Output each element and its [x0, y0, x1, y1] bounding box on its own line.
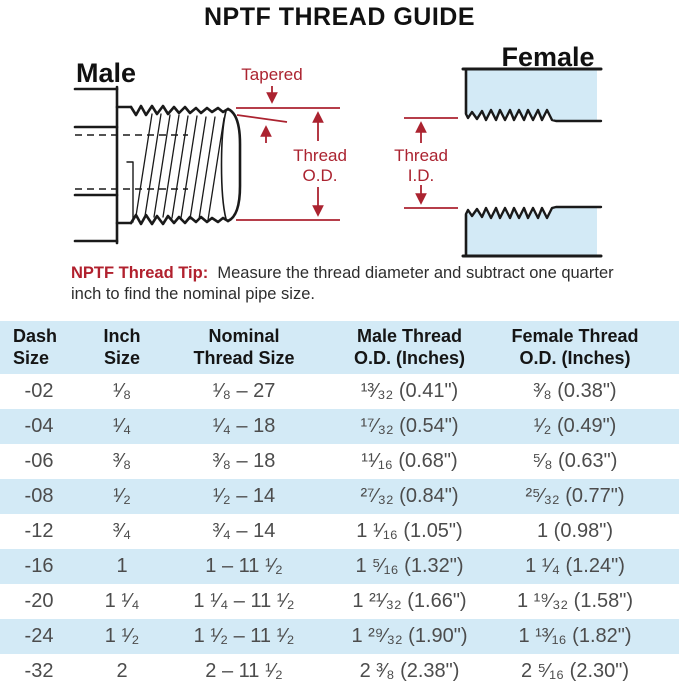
table-row: -20 1 ¹⁄₄ 1 ¹⁄₄ – 11 ¹⁄₂ 1 ²¹⁄₃₂ (1.66") 1 ¹…	[0, 584, 679, 619]
table-cell: 1	[78, 549, 166, 584]
table-row: -06 ³⁄₈ ³⁄₈ – 18 ¹¹⁄₁₆ (0.68") ⁵⁄₈ (0.63")	[0, 444, 679, 479]
table-cell: -20	[24, 590, 54, 612]
table-cell: ³⁄₄	[112, 520, 132, 542]
table-cell: ⁵⁄₈ (0.63")	[532, 450, 618, 472]
table-row: -24 1 ¹⁄₂ 1 ¹⁄₂ – 11 ¹⁄₂ 1 ²⁹⁄₃₂ (1.90") 1 ¹…	[0, 619, 679, 654]
table-cell: 1 ⁵⁄₁₆ (1.32")	[322, 549, 497, 584]
table-cell: 1 ²⁹⁄₃₂ (1.90")	[322, 619, 497, 654]
centerline-dashed	[75, 134, 188, 190]
female-section-label: Female	[501, 42, 595, 72]
table-cell: 1 (0.98")	[536, 520, 614, 542]
male-section-label: Male	[76, 58, 137, 88]
page-title: NPTF THREAD GUIDE	[204, 3, 475, 31]
table-cell: ¹⁄₄	[78, 409, 166, 444]
table-cell: 2 ⁵⁄₁₆ (2.30")	[520, 660, 630, 682]
table-cell: ³⁄₄ – 14	[212, 520, 276, 542]
thread-size-table: Dash Size Inch Size Nominal Thread Size …	[0, 321, 679, 689]
thread-od-label-line1: Thread	[293, 146, 347, 165]
table-cell: ¹⁄₂	[78, 479, 166, 514]
table-row: -32 2 2 – 11 ¹⁄₂ 2 ³⁄₈ (2.38") 2 ⁵⁄₁₆ (2.30"…	[0, 654, 679, 689]
table-cell: ¹⁄₄ – 18	[166, 409, 322, 444]
table-cell: ¹⁄₂ (0.49")	[497, 409, 679, 444]
table-cell: ²⁷⁄₃₂ (0.84")	[322, 479, 497, 514]
table-cell: 2	[116, 660, 128, 682]
table-cell: ¹⁄₈	[112, 380, 132, 402]
thread-diagram: Tapered Thread O.D. Thread I.D.	[73, 65, 603, 258]
thread-id-label-line1: Thread	[394, 146, 448, 165]
table-cell: 1 ¹⁄₄ – 11 ¹⁄₂	[193, 590, 295, 612]
male-fitting-drawing	[73, 85, 242, 245]
female-fitting-drawing	[461, 67, 603, 258]
table-cell: 2 ³⁄₈ (2.38")	[359, 660, 460, 682]
table-cell: ³⁄₈ (0.38")	[533, 380, 617, 402]
table-cell: ³⁄₈	[112, 450, 132, 472]
table-cell: -06	[24, 450, 54, 472]
table-cell: ¹¹⁄₁₆ (0.68")	[361, 450, 458, 472]
thread-id-label-line2: I.D.	[408, 166, 434, 185]
table-header-row: Dash Size Inch Size Nominal Thread Size …	[0, 321, 679, 374]
table-cell: 1 ¹⁄₄	[104, 590, 140, 612]
column-header-female-thread-od: Female Thread O.D. (Inches)	[497, 321, 679, 374]
table-cell: 2 – 11 ¹⁄₂	[205, 660, 283, 682]
table-row: -08 ¹⁄₂ ¹⁄₂ – 14 ²⁷⁄₃₂ (0.84") ²⁵⁄₃₂ (0.77")	[0, 479, 679, 514]
table-cell: -08	[0, 479, 78, 514]
table-cell: -32	[24, 660, 54, 682]
table-row: -02 ¹⁄₈ ¹⁄₈ – 27 ¹³⁄₃₂ (0.41") ³⁄₈ (0.38")	[0, 374, 679, 409]
taper-slant-line	[236, 114, 288, 123]
table-cell: 1 ²¹⁄₃₂ (1.66")	[352, 590, 467, 612]
table-cell: 1 ¹⁄₂ – 11 ¹⁄₂	[166, 619, 322, 654]
thread-tip: NPTF Thread Tip: Measure the thread diam…	[71, 263, 627, 305]
table-cell: ¹³⁄₃₂ (0.41")	[360, 380, 459, 402]
table-cell: ¹⁷⁄₃₂ (0.54")	[322, 409, 497, 444]
table-row: -04 ¹⁄₄ ¹⁄₄ – 18 ¹⁷⁄₃₂ (0.54") ¹⁄₂ (0.49")	[0, 409, 679, 444]
table-cell: -24	[0, 619, 78, 654]
column-header-inch-size: Inch Size	[78, 321, 166, 374]
table-cell: ²⁵⁄₃₂ (0.77")	[497, 479, 679, 514]
table-cell: 1 ¹³⁄₁₆ (1.82")	[497, 619, 679, 654]
thread-od-label-line2: O.D.	[303, 166, 338, 185]
tapered-label: Tapered	[241, 65, 302, 84]
table-cell: 1 – 11 ¹⁄₂	[166, 549, 322, 584]
table-cell: 1 ¹⁄₂	[78, 619, 166, 654]
table-cell: -02	[24, 380, 54, 402]
column-header-dash-size: Dash Size	[0, 321, 78, 374]
table-cell: 1 ¹⁄₄ (1.24")	[497, 549, 679, 584]
table-cell: -16	[0, 549, 78, 584]
tip-label: NPTF Thread Tip:	[71, 264, 209, 282]
column-header-male-thread-od: Male Thread O.D. (Inches)	[322, 321, 497, 374]
table-cell: 1 ¹⁄₁₆ (1.05")	[356, 520, 463, 542]
tip-text: Measure the thread diameter and subtract…	[71, 264, 614, 303]
table-cell: 1 ¹⁹⁄₃₂ (1.58")	[516, 590, 634, 612]
table-cell: ¹⁄₂ – 14	[166, 479, 322, 514]
table-cell: -04	[0, 409, 78, 444]
table-cell: ³⁄₈ – 18	[212, 450, 276, 472]
table-row: -12 ³⁄₄ ³⁄₄ – 14 1 ¹⁄₁₆ (1.05") 1 (0.98")	[0, 514, 679, 549]
table-body: -02 ¹⁄₈ ¹⁄₈ – 27 ¹³⁄₃₂ (0.41") ³⁄₈ (0.38") -0…	[0, 374, 679, 689]
table-row: -16 1 1 – 11 ¹⁄₂ 1 ⁵⁄₁₆ (1.32") 1 ¹⁄₄ (1.24"…	[0, 549, 679, 584]
column-header-nominal-thread-size: Nominal Thread Size	[166, 321, 322, 374]
table-cell: -12	[24, 520, 54, 542]
table-cell: ¹⁄₈ – 27	[212, 380, 276, 402]
